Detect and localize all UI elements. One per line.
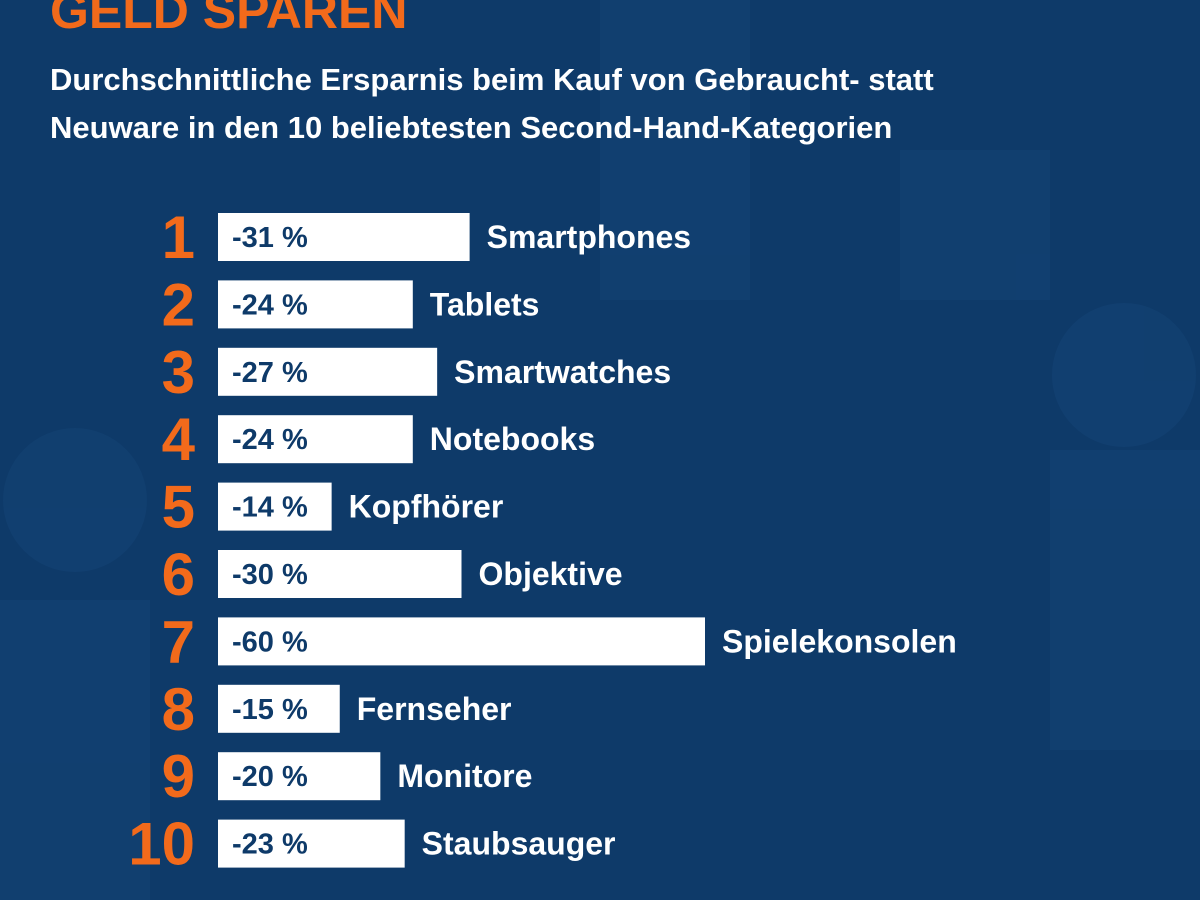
rank-label: 4 <box>162 406 196 473</box>
rank-label: 5 <box>162 474 195 541</box>
value-label: -20 % <box>232 761 308 793</box>
category-label: Spielekonsolen <box>722 623 957 659</box>
subtitle: Neuware in den 10 beliebtesten Second-Ha… <box>50 110 892 145</box>
category-label: Objektive <box>479 556 623 592</box>
value-label: -24 % <box>232 289 308 321</box>
rank-label: 3 <box>162 339 195 406</box>
value-label: -27 % <box>232 357 308 389</box>
value-label: -23 % <box>232 829 308 861</box>
chart-title: GELD SPAREN <box>50 0 407 39</box>
value-label: -24 % <box>232 424 308 456</box>
value-label: -31 % <box>232 222 308 254</box>
category-label: Notebooks <box>430 421 595 457</box>
category-label: Smartphones <box>487 219 691 255</box>
bar <box>218 684 340 733</box>
bar <box>218 550 462 598</box>
bar <box>218 752 381 801</box>
rank-label: 1 <box>162 204 195 271</box>
rank-label: 7 <box>162 608 195 675</box>
bar <box>218 415 413 464</box>
rank-label: 9 <box>162 743 195 810</box>
rank-label: 8 <box>162 676 195 743</box>
value-label: -15 % <box>232 694 308 726</box>
category-label: Smartwatches <box>454 354 671 390</box>
value-label: -60 % <box>232 626 308 658</box>
category-label: Fernseher <box>357 691 512 727</box>
category-label: Staubsauger <box>422 826 616 862</box>
bar <box>218 819 405 868</box>
rank-label: 2 <box>162 271 195 338</box>
value-label: -30 % <box>232 559 308 591</box>
category-label: Kopfhörer <box>349 489 504 525</box>
value-label: -14 % <box>232 492 308 524</box>
category-label: Monitore <box>397 758 532 794</box>
bar <box>218 482 332 531</box>
bar <box>218 347 438 396</box>
category-label: Tablets <box>430 286 540 322</box>
rank-label: 10 <box>128 811 195 878</box>
bar <box>218 280 413 329</box>
bar <box>218 213 470 261</box>
subtitle: Durchschnittliche Ersparnis beim Kauf vo… <box>50 62 934 97</box>
rank-label: 6 <box>162 541 195 608</box>
bar <box>218 617 705 666</box>
